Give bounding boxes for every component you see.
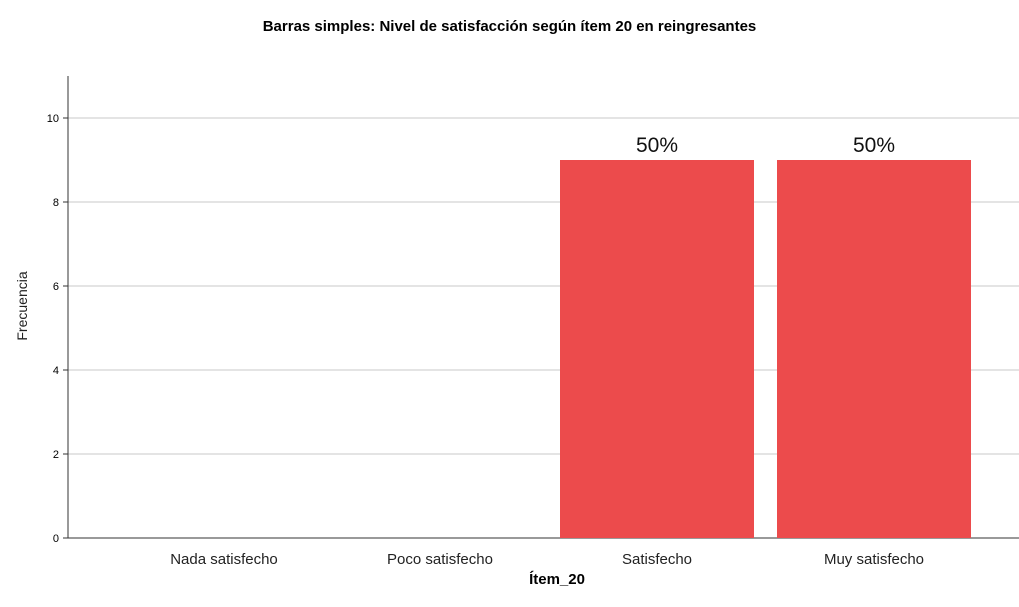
y-tick-label: 0: [53, 533, 59, 545]
bar: [560, 160, 754, 538]
x-tick-label: Muy satisfecho: [824, 551, 924, 568]
data-label: 50%: [853, 134, 895, 157]
x-tick-label: Nada satisfecho: [170, 551, 278, 568]
bar: [777, 160, 971, 538]
chart-title: Barras simples: Nivel de satisfacción se…: [262, 18, 757, 35]
x-axis-title: Ítem_20: [529, 571, 585, 588]
y-tick-label: 2: [53, 449, 59, 461]
y-tick-label: 4: [53, 365, 59, 377]
y-axis-title: Frecuencia: [14, 271, 30, 340]
bars: [560, 160, 971, 538]
data-label: 50%: [636, 134, 678, 157]
labels: 0 2 4 6 8 10 Nada satisfecho Poco satisfecho 50%…: [47, 113, 924, 568]
y-tick-label: 6: [53, 281, 59, 293]
x-tick-label: Satisfecho: [622, 551, 692, 568]
y-tick-label: 10: [47, 113, 59, 125]
x-tick-label: Poco satisfecho: [387, 551, 493, 568]
y-tick-label: 8: [53, 197, 59, 209]
